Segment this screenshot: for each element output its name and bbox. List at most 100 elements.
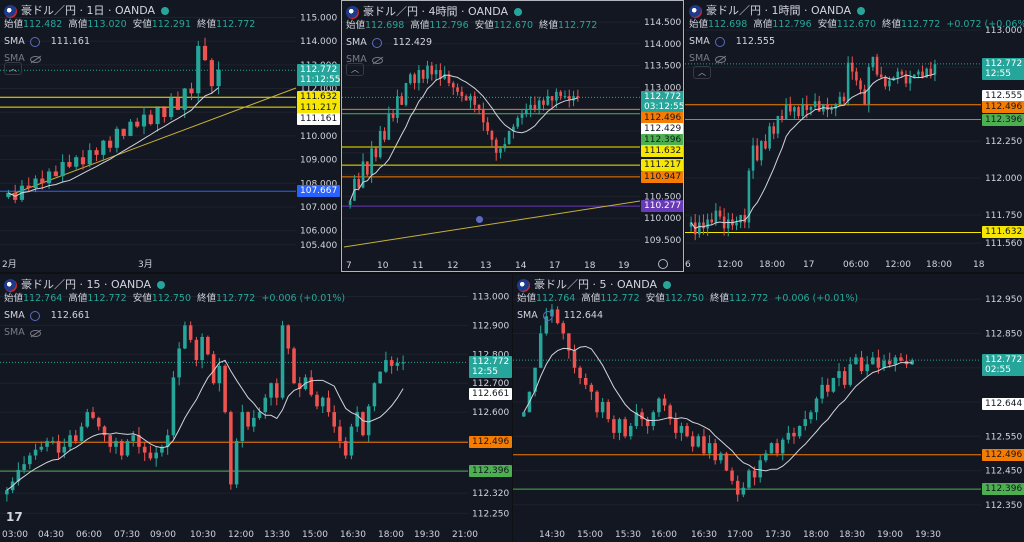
time-tick-label: 19: [618, 261, 630, 271]
sma-settings-icon[interactable]: [29, 37, 40, 47]
candle-body: [850, 62, 854, 72]
price-tick-label: 115.000: [300, 13, 337, 23]
price-tick-label: 112.900: [472, 321, 509, 331]
price-axis-tag: 112.772 12:55: [469, 356, 512, 379]
candle-body: [788, 104, 792, 112]
sma-indicator-row[interactable]: SMA 111.161: [4, 36, 91, 47]
symbol-title[interactable]: 豪ドル／円 · 5 · OANDA: [534, 278, 657, 291]
candle-body: [842, 96, 846, 102]
sma-settings-icon[interactable]: [29, 311, 40, 321]
candle-body: [809, 412, 813, 420]
time-tick-label: 18:30: [839, 530, 865, 540]
sma-indicator-row[interactable]: SMA 112.661: [4, 310, 91, 321]
time-tick-label: 18:00: [759, 260, 785, 270]
candle-body: [451, 83, 455, 88]
candle-body: [135, 121, 140, 127]
price-axis-tag: 112.772 11:12:55: [297, 64, 340, 87]
collapse-legend-button[interactable]: ︿: [346, 63, 364, 76]
candle-body: [876, 357, 881, 368]
candle-body: [780, 439, 785, 454]
hidden-eye-icon[interactable]: [714, 55, 726, 63]
price-tick-label: 108.000: [300, 179, 337, 189]
candle-body: [499, 148, 502, 153]
candle-body: [846, 62, 850, 102]
candlestick-plot[interactable]: 113.000112.900112.800112.700112.600112.5…: [0, 274, 512, 542]
candle-body: [698, 222, 701, 235]
candle-body: [743, 215, 747, 223]
hidden-eye-icon[interactable]: [29, 55, 41, 63]
candle-body: [338, 426, 342, 442]
time-tick-label: 3月: [138, 259, 153, 270]
chart-pane-daily[interactable]: 115.000114.000113.000112.000111.000110.0…: [0, 0, 340, 272]
candle-body: [751, 145, 755, 171]
candle-body: [760, 141, 763, 161]
collapse-legend-button[interactable]: ︿: [693, 66, 711, 79]
candlestick-plot[interactable]: 112.950112.850112.750112.650112.550112.4…: [513, 274, 1024, 542]
candle-body: [194, 339, 199, 361]
price-axis-tag: 111.632: [982, 226, 1024, 239]
candle-body: [108, 435, 113, 447]
aud-flag-icon: [517, 278, 530, 292]
candle-body: [834, 104, 838, 109]
candle-body: [702, 222, 705, 229]
candle-body: [563, 96, 567, 98]
symbol-title[interactable]: 豪ドル／円 · 1日 · OANDA: [21, 4, 155, 17]
candle-body: [456, 87, 459, 92]
candle-body: [229, 412, 233, 485]
hidden-eye-icon[interactable]: [29, 329, 41, 337]
candle-body: [735, 480, 740, 495]
hidden-eye-icon[interactable]: [371, 56, 383, 64]
candle-body: [900, 71, 904, 75]
sma-hidden-row[interactable]: SMA: [4, 326, 345, 340]
candle-body: [512, 126, 515, 131]
tradingview-logo-icon[interactable]: 17: [6, 510, 23, 524]
symbol-title[interactable]: 豪ドル／円 · 15 · OANDA: [21, 278, 151, 291]
symbol-title[interactable]: 豪ドル／円 · 1時間 · OANDA: [706, 4, 851, 17]
candle-body: [408, 74, 412, 84]
sma-indicator-row[interactable]: SMA 112.429: [346, 37, 433, 48]
time-tick-label: 17: [803, 260, 814, 270]
candle-body: [690, 436, 695, 447]
sma-hidden-row[interactable]: SMA: [4, 52, 258, 66]
sma-settings-icon[interactable]: [371, 38, 382, 48]
candlestick-plot[interactable]: 113.000112.750112.500112.250112.000111.7…: [685, 0, 1024, 272]
price-tick-label: 109.500: [644, 236, 681, 246]
chart-pane-5m[interactable]: 112.950112.850112.750112.650112.550112.4…: [513, 274, 1024, 542]
candle-body: [516, 117, 520, 127]
sma-settings-icon[interactable]: [714, 37, 725, 47]
sma-hidden-row[interactable]: SMA: [689, 52, 1024, 66]
candle-body: [200, 336, 204, 361]
ohlc-values: 始値112.764 高値112.772 安値112.750 終値112.772 …: [4, 293, 346, 304]
candlestick-plot[interactable]: 115.000114.000113.000112.000111.000110.0…: [0, 0, 340, 272]
candle-body: [378, 371, 382, 384]
time-tick-label: 12:00: [717, 260, 743, 270]
candle-body: [246, 412, 250, 427]
event-marker-icon[interactable]: [476, 216, 483, 223]
candle-body: [39, 446, 44, 450]
chart-settings-gear-icon[interactable]: [658, 259, 668, 269]
candle-body: [764, 453, 768, 461]
sma-indicator-row[interactable]: SMA 112.644: [517, 310, 604, 321]
candle-body: [617, 419, 622, 433]
price-tick-label: 114.000: [644, 40, 681, 50]
candle-body: [867, 67, 871, 105]
sma-hidden-row[interactable]: SMA: [346, 53, 600, 67]
candle-body: [567, 333, 571, 351]
time-tick-label: 13: [480, 261, 491, 271]
sma-settings-icon[interactable]: [542, 311, 553, 321]
legend: 豪ドル／円 · 5 · OANDA 始値112.764 高値112.772 安値…: [517, 278, 858, 323]
sma-indicator-row[interactable]: SMA 112.555: [689, 36, 776, 47]
candle-body: [263, 397, 268, 413]
chart-pane-15m[interactable]: 113.000112.900112.800112.700112.600112.5…: [0, 274, 512, 542]
candle-body: [645, 419, 650, 426]
candle-body: [240, 412, 245, 442]
symbol-title[interactable]: 豪ドル／円 · 4時間 · OANDA: [363, 5, 508, 18]
chart-pane-1h[interactable]: 113.000112.750112.500112.250112.000111.7…: [685, 0, 1024, 272]
candle-body: [826, 104, 829, 111]
candle-body: [79, 426, 84, 442]
time-tick-label: 07:30: [114, 530, 140, 540]
candle-body: [623, 419, 627, 437]
collapse-legend-button[interactable]: ︿: [4, 62, 22, 75]
chart-pane-4h[interactable]: 114.500114.000113.500113.000112.500112.0…: [341, 0, 684, 272]
candle-body: [473, 96, 477, 105]
